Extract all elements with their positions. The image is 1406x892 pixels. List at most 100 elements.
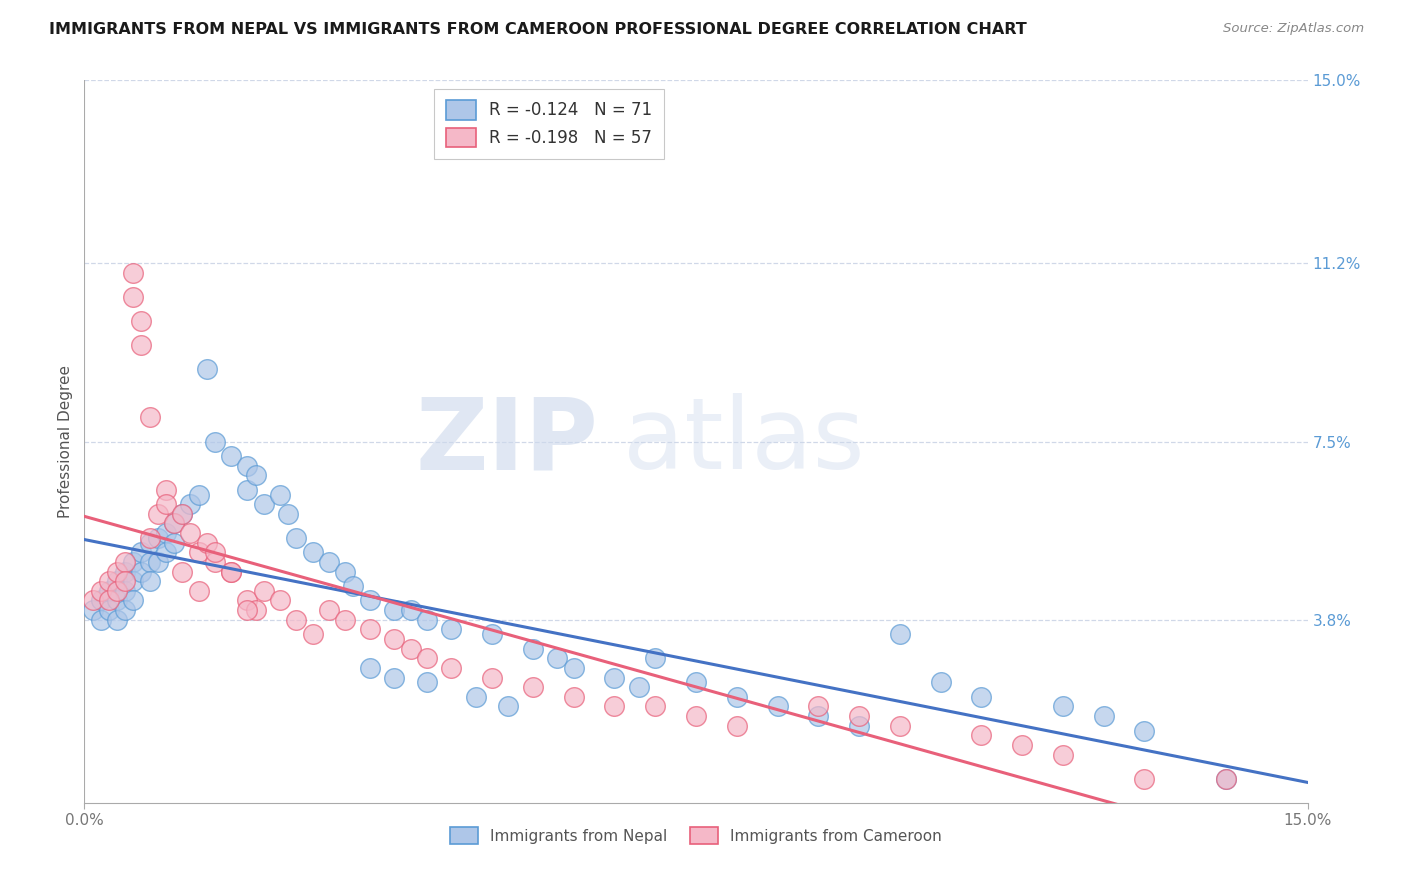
- Point: [122, 574, 145, 589]
- Point: [131, 314, 153, 328]
- Point: [236, 603, 259, 617]
- Point: [155, 497, 177, 511]
- Point: [138, 555, 160, 569]
- Point: [546, 651, 568, 665]
- Text: IMMIGRANTS FROM NEPAL VS IMMIGRANTS FROM CAMEROON PROFESSIONAL DEGREE CORRELATIO: IMMIGRANTS FROM NEPAL VS IMMIGRANTS FROM…: [49, 22, 1026, 37]
- Point: [82, 603, 104, 617]
- Point: [1133, 772, 1156, 786]
- Point: [138, 410, 160, 425]
- Point: [848, 719, 870, 733]
- Point: [562, 661, 585, 675]
- Point: [187, 545, 209, 559]
- Point: [155, 526, 177, 541]
- Point: [685, 675, 707, 690]
- Point: [105, 593, 128, 607]
- Point: [498, 699, 520, 714]
- Point: [138, 574, 160, 589]
- Point: [219, 565, 242, 579]
- Text: atlas: atlas: [623, 393, 865, 490]
- Point: [301, 627, 323, 641]
- Point: [269, 593, 291, 607]
- Point: [522, 680, 544, 694]
- Point: [440, 623, 463, 637]
- Point: [172, 507, 194, 521]
- Point: [1133, 723, 1156, 738]
- Point: [122, 290, 145, 304]
- Point: [603, 671, 626, 685]
- Point: [97, 593, 120, 607]
- Point: [359, 623, 381, 637]
- Point: [318, 555, 340, 569]
- Point: [179, 526, 201, 541]
- Point: [644, 699, 666, 714]
- Point: [481, 671, 503, 685]
- Point: [889, 719, 911, 733]
- Point: [807, 709, 830, 723]
- Point: [285, 613, 308, 627]
- Point: [219, 449, 242, 463]
- Point: [1052, 699, 1074, 714]
- Point: [204, 434, 226, 449]
- Y-axis label: Professional Degree: Professional Degree: [58, 365, 73, 518]
- Point: [1011, 738, 1033, 752]
- Point: [1215, 772, 1237, 786]
- Point: [269, 487, 291, 501]
- Point: [172, 565, 194, 579]
- Point: [82, 593, 104, 607]
- Point: [416, 613, 439, 627]
- Point: [562, 690, 585, 704]
- Point: [204, 555, 226, 569]
- Point: [114, 565, 136, 579]
- Point: [187, 487, 209, 501]
- Point: [122, 593, 145, 607]
- Point: [382, 603, 405, 617]
- Point: [335, 613, 357, 627]
- Point: [163, 516, 186, 531]
- Point: [253, 497, 276, 511]
- Point: [335, 565, 357, 579]
- Point: [685, 709, 707, 723]
- Point: [848, 709, 870, 723]
- Point: [187, 583, 209, 598]
- Point: [399, 641, 422, 656]
- Point: [382, 632, 405, 646]
- Point: [603, 699, 626, 714]
- Point: [114, 583, 136, 598]
- Point: [155, 483, 177, 497]
- Point: [122, 555, 145, 569]
- Point: [766, 699, 789, 714]
- Point: [359, 661, 381, 675]
- Point: [90, 613, 112, 627]
- Point: [929, 675, 952, 690]
- Point: [522, 641, 544, 656]
- Point: [105, 565, 128, 579]
- Point: [131, 565, 153, 579]
- Point: [114, 574, 136, 589]
- Point: [416, 675, 439, 690]
- Point: [440, 661, 463, 675]
- Point: [163, 516, 186, 531]
- Point: [245, 603, 267, 617]
- Point: [277, 507, 299, 521]
- Point: [105, 583, 128, 598]
- Point: [219, 565, 242, 579]
- Point: [970, 728, 993, 742]
- Point: [195, 535, 218, 549]
- Point: [90, 593, 112, 607]
- Point: [399, 603, 422, 617]
- Point: [1052, 747, 1074, 762]
- Text: Source: ZipAtlas.com: Source: ZipAtlas.com: [1223, 22, 1364, 36]
- Point: [105, 613, 128, 627]
- Point: [481, 627, 503, 641]
- Point: [236, 593, 259, 607]
- Point: [138, 531, 160, 545]
- Point: [204, 545, 226, 559]
- Point: [146, 555, 169, 569]
- Point: [342, 579, 364, 593]
- Point: [889, 627, 911, 641]
- Point: [236, 458, 259, 473]
- Legend: Immigrants from Nepal, Immigrants from Cameroon: Immigrants from Nepal, Immigrants from C…: [439, 814, 953, 856]
- Point: [114, 603, 136, 617]
- Point: [285, 531, 308, 545]
- Point: [301, 545, 323, 559]
